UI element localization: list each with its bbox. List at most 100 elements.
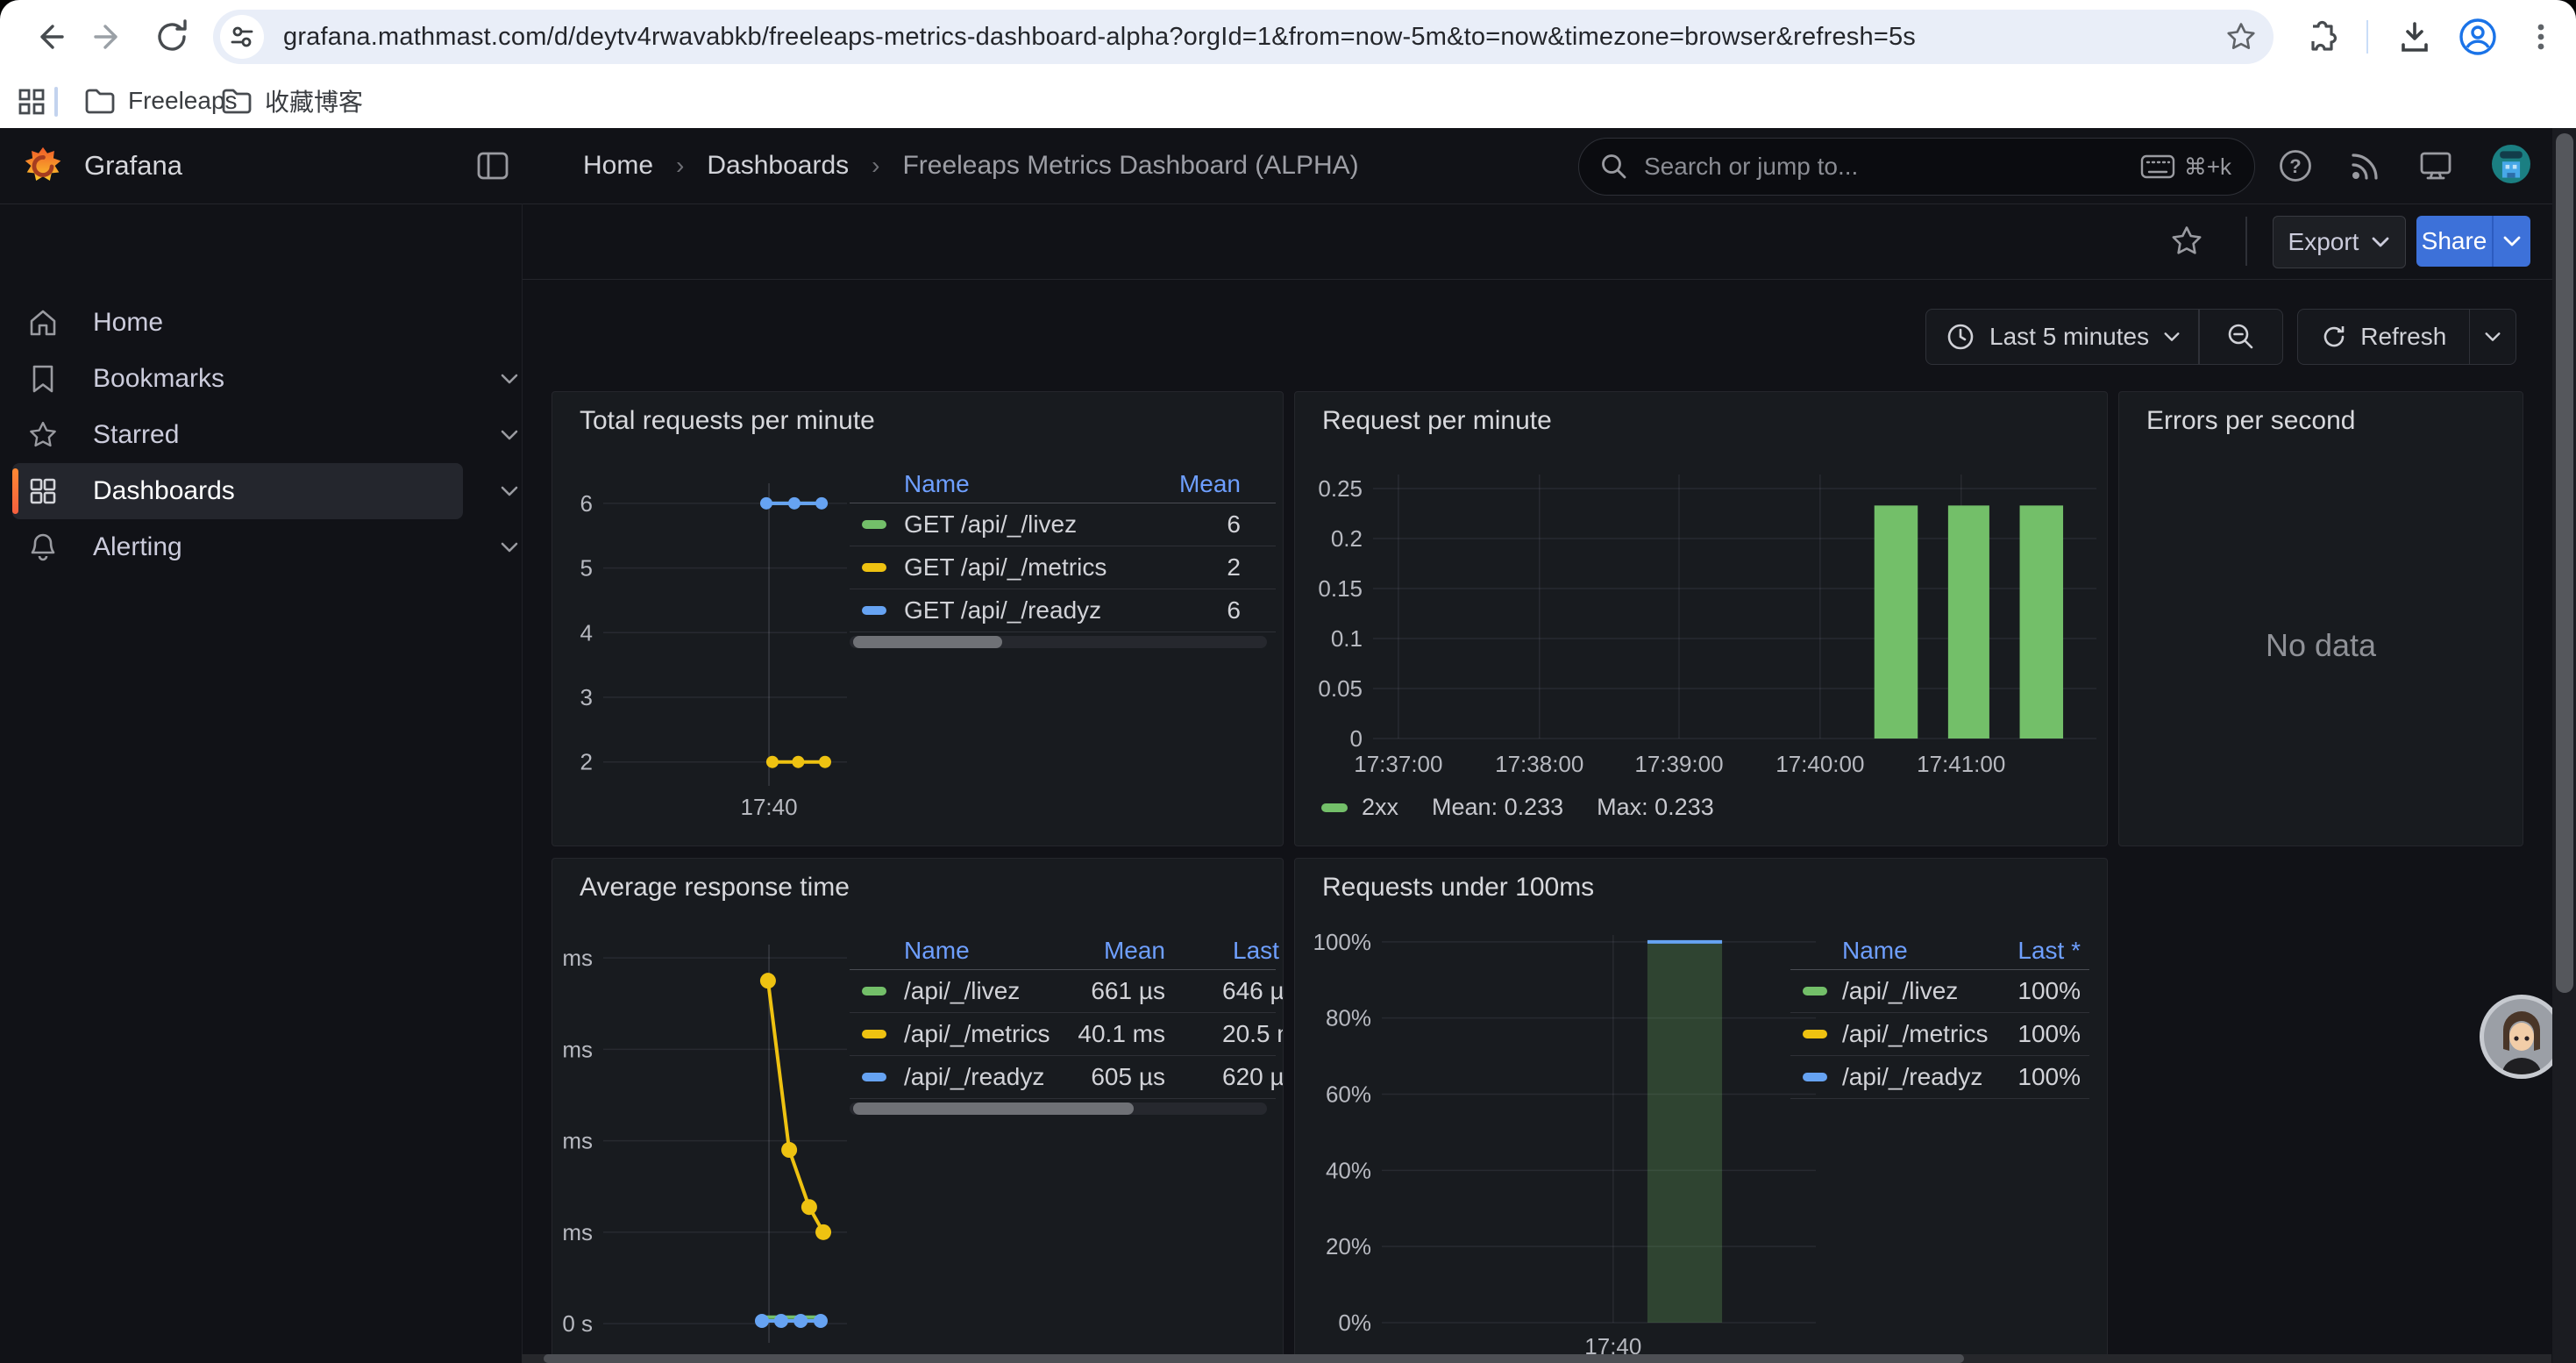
table-cell-mean: 661 µs — [1060, 970, 1165, 1012]
table-row[interactable]: GET /api/_/livez6 — [850, 503, 1276, 546]
table-cell-last: 646 µs — [1222, 970, 1284, 1012]
column-header[interactable]: Mean — [1060, 932, 1165, 969]
svg-text:0: 0 — [1350, 725, 1363, 752]
table-row[interactable]: GET /api/_/metrics 2 — [850, 546, 1276, 589]
svg-text:0.2: 0.2 — [1331, 525, 1363, 552]
table-cell-name: /api/_/readyz — [1842, 1056, 1982, 1098]
kiosk-mode-button[interactable] — [2416, 146, 2455, 185]
legend-series-name: 2xx — [1362, 794, 1398, 821]
breadcrumb-dashboards[interactable]: Dashboards — [707, 151, 849, 181]
url-text[interactable]: grafana.mathmast.com/d/deytv4rwavabkb/fr… — [283, 23, 2221, 52]
browser-menu-button[interactable] — [2515, 11, 2567, 63]
sidebar-collapse-button[interactable] — [476, 150, 509, 186]
panel-title[interactable]: Requests under 100ms — [1322, 873, 1594, 903]
table-row[interactable]: GET /api/_/readyz6 — [850, 589, 1276, 632]
table-cell-name: GET /api/_/metrics — [904, 546, 1107, 589]
export-button[interactable]: Export — [2273, 216, 2406, 268]
forward-icon — [90, 18, 129, 56]
chevron-down-icon[interactable] — [496, 407, 523, 463]
extensions-button[interactable] — [2293, 11, 2345, 63]
horizontal-scrollbar-thumb[interactable] — [544, 1354, 1964, 1363]
column-header[interactable]: Last * — [1233, 932, 1284, 969]
table-scrollbar[interactable] — [850, 636, 1267, 648]
zoom-out-icon — [2225, 321, 2257, 353]
profile-button[interactable] — [2451, 11, 2504, 63]
chevron-down-icon[interactable] — [496, 519, 523, 575]
svg-text:60%: 60% — [1326, 1081, 1371, 1107]
forward-button[interactable] — [83, 11, 136, 63]
average-response-time-chart[interactable]: 80 ms60 ms40 ms20 ms0 s17:40 — [561, 938, 868, 1363]
panel-title[interactable]: Total requests per minute — [580, 406, 875, 436]
chevron-down-icon[interactable] — [496, 351, 523, 407]
news-button[interactable] — [2346, 146, 2385, 185]
bookmark-folder-blogs[interactable]: 收藏博客 — [207, 81, 377, 121]
legend-swatch — [1321, 803, 1348, 812]
panel-title[interactable]: Request per minute — [1322, 406, 1552, 436]
url-bar[interactable]: grafana.mathmast.com/d/deytv4rwavabkb/fr… — [213, 10, 2274, 64]
table-row[interactable]: /api/_/livez100% — [1790, 970, 2089, 1013]
table-row[interactable]: /api/_/livez661 µs646 µs — [850, 970, 1276, 1013]
table-scrollbar[interactable] — [850, 1103, 1267, 1115]
reload-button[interactable] — [146, 11, 198, 63]
grafana-app: Grafana Home › Dashboards › Freeleaps Me… — [0, 128, 2576, 1363]
grafana-brand[interactable]: Grafana — [84, 128, 182, 203]
downloads-button[interactable] — [2388, 11, 2441, 63]
bookmark-icon — [12, 363, 74, 395]
table-cell-name: /api/_/livez — [904, 970, 1020, 1012]
request-per-minute-chart[interactable]: 0.250.20.150.10.05017:37:0017:38:0017:39… — [1304, 466, 2098, 790]
vertical-scrollbar[interactable] — [2552, 128, 2576, 1363]
share-menu-button[interactable] — [2494, 216, 2530, 267]
horizontal-scrollbar[interactable] — [522, 1354, 2551, 1363]
requests-under-100ms-chart[interactable]: 100%80%60%40%20%0%17:40 — [1304, 932, 1830, 1363]
sidebar-item-alerting[interactable]: Alerting — [12, 519, 463, 575]
apps-grid-button[interactable] — [18, 88, 46, 120]
time-range-label: Last 5 minutes — [1989, 323, 2149, 351]
panel-errors-per-second: Errors per second No data — [2118, 391, 2523, 846]
breadcrumb-home[interactable]: Home — [583, 151, 653, 181]
table-cell-last: 100% — [2017, 1056, 2081, 1098]
bookmarks-separator — [54, 87, 58, 117]
table-row[interactable]: /api/_/readyz605 µs620 µs — [850, 1056, 1276, 1099]
share-button[interactable]: Share — [2416, 216, 2492, 267]
total-requests-chart[interactable]: 6543217:40 — [561, 471, 868, 822]
legend-item-2xx[interactable]: 2xx — [1321, 794, 1398, 821]
column-header[interactable]: Name — [904, 932, 970, 969]
refresh-interval-button[interactable] — [2470, 310, 2516, 364]
table-row[interactable]: /api/_/readyz 100% — [1790, 1056, 2089, 1099]
table-row[interactable]: /api/_/metrics100% — [1790, 1013, 2089, 1056]
search-input[interactable]: Search or jump to... ⌘+k — [1578, 138, 2255, 196]
column-header[interactable]: Mean — [1179, 466, 1241, 503]
site-settings-button[interactable] — [220, 15, 264, 59]
sidebar-item-bookmarks[interactable]: Bookmarks — [12, 351, 463, 407]
sidebar-item-dashboards[interactable]: Dashboards — [12, 463, 463, 519]
panel-title[interactable]: Errors per second — [2146, 406, 2355, 436]
share-split-button: Share — [2416, 216, 2530, 267]
grafana-logo[interactable] — [23, 146, 63, 190]
series-color-swatch — [862, 1030, 886, 1038]
total-requests-legend-table: Name MeanGET /api/_/livez6GET /api/_/metr… — [850, 466, 1276, 632]
chevron-down-icon — [2163, 331, 2181, 343]
refresh-button[interactable]: Refresh — [2298, 310, 2469, 364]
sidebar-item-home[interactable]: Home — [12, 295, 463, 351]
zoom-out-time-button[interactable] — [2200, 310, 2282, 364]
svg-text:0.1: 0.1 — [1331, 625, 1363, 652]
column-header[interactable]: Last * — [2017, 932, 2081, 969]
panel-title[interactable]: Average response time — [580, 873, 850, 903]
svg-text:17:40: 17:40 — [741, 794, 798, 820]
user-avatar[interactable] — [2492, 145, 2530, 183]
table-cell-mean: 2 — [1227, 546, 1241, 589]
sidebar-item-label: Home — [93, 308, 163, 338]
vertical-scrollbar-thumb[interactable] — [2556, 133, 2573, 993]
column-header[interactable]: Name — [904, 466, 970, 503]
help-button[interactable]: ? — [2276, 146, 2315, 185]
chevron-down-icon[interactable] — [496, 463, 523, 519]
column-header[interactable]: Name — [1842, 932, 1908, 969]
table-row[interactable]: /api/_/metrics40.1 ms20.5 ms — [850, 1013, 1276, 1056]
back-button[interactable] — [22, 11, 75, 63]
table-cell-name: /api/_/livez — [1842, 970, 1958, 1012]
star-dashboard-button[interactable] — [2169, 224, 2204, 263]
table-cell-mean: 6 — [1227, 589, 1241, 632]
time-range-picker[interactable]: Last 5 minutes — [1926, 310, 2198, 364]
bookmark-page-button[interactable] — [2221, 17, 2261, 57]
sidebar-item-starred[interactable]: Starred — [12, 407, 463, 463]
